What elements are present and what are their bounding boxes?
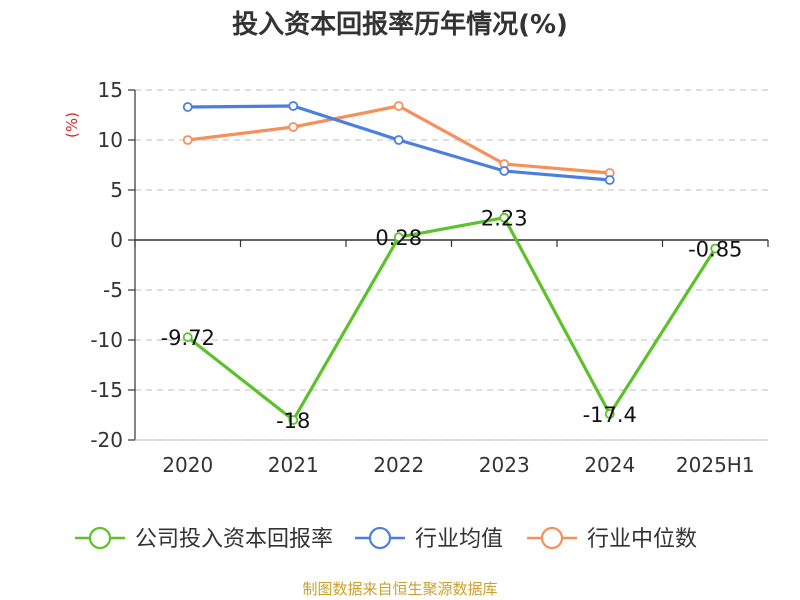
x-tick-label: 2023 — [479, 453, 530, 477]
legend-label: 行业均值 — [415, 527, 503, 552]
data-point — [499, 212, 510, 223]
legend-label: 公司投入资本回报率 — [135, 527, 333, 552]
y-tick-label: -5 — [103, 278, 123, 302]
y-tick-label: 5 — [110, 178, 123, 202]
data-point — [182, 135, 193, 145]
legend-marker — [88, 526, 112, 550]
legend-item-2: 行业均值 — [355, 526, 503, 552]
x-axis: 2020 2021 2022 2023 2024 2025H1 — [134, 239, 769, 477]
legend-item-3: 行业中位数 — [527, 526, 697, 552]
data-point — [604, 175, 615, 185]
data-label: -0.85 — [688, 238, 742, 262]
x-tick-label: 2024 — [584, 453, 635, 477]
legend-label: 行业中位数 — [587, 527, 697, 552]
data-point — [393, 101, 404, 111]
data-label: -17.4 — [583, 403, 637, 427]
data-point — [393, 135, 404, 145]
data-point — [182, 102, 193, 112]
data-point — [604, 409, 615, 419]
series-layer: -9.72 -18 0.28 2.23 -17.4 -0.85 — [161, 101, 743, 433]
y-axis: 15 10 5 0 -5 -10 -15 -20 (%) — [63, 78, 136, 452]
y-axis-label: (%) — [63, 112, 81, 138]
source-footer: 制图数据来自恒生聚源数据库 — [302, 580, 498, 598]
series-1: -9.72 -18 0.28 2.23 -17.4 -0.85 — [161, 207, 743, 433]
gridlines — [135, 89, 768, 441]
data-label: 2.23 — [481, 207, 528, 231]
x-tick-label: 2025H1 — [676, 453, 755, 477]
data-label: -18 — [276, 409, 310, 433]
legend: 公司投入资本回报率 行业均值 行业中位数 — [75, 526, 697, 552]
data-point — [288, 415, 299, 425]
y-tick-label: 0 — [110, 228, 123, 252]
x-tick-label: 2020 — [162, 453, 213, 477]
chart-title: 投入资本回报率历年情况(%) — [232, 10, 568, 40]
legend-item-1: 公司投入资本回报率 — [75, 526, 333, 552]
data-point — [499, 166, 510, 176]
data-label: 0.28 — [375, 226, 422, 250]
series-line — [186, 216, 717, 422]
y-tick-label: 10 — [98, 128, 123, 152]
legend-marker — [368, 526, 392, 550]
data-label: -9.72 — [161, 326, 215, 350]
data-point — [710, 243, 721, 254]
y-tick-label: -20 — [90, 428, 123, 452]
data-point — [393, 232, 404, 243]
y-tick-label: 15 — [98, 78, 123, 102]
y-tick-label: -10 — [90, 328, 123, 352]
series-3 — [182, 101, 615, 178]
series-2 — [182, 101, 615, 185]
data-point — [288, 101, 299, 111]
y-tick-label: -15 — [90, 378, 123, 402]
x-tick-label: 2021 — [268, 453, 319, 477]
data-point — [182, 332, 193, 343]
legend-marker — [540, 526, 564, 550]
x-tick-label: 2022 — [373, 453, 424, 477]
data-point — [288, 122, 299, 132]
